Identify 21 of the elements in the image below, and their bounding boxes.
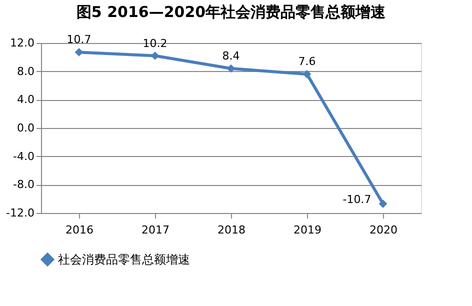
y-tick-label: -4.0 — [13, 150, 34, 163]
x-tick-label: 2018 — [218, 224, 246, 236]
chart-title: 图5 2016—2020年社会消费品零售总额增速 — [76, 3, 387, 22]
data-label: 7.6 — [298, 55, 316, 68]
data-label: 8.4 — [222, 50, 240, 62]
x-tick-label: 2020 — [370, 224, 398, 236]
legend-label: 社会消费品零售总额增速 — [58, 252, 190, 266]
point — [378, 200, 388, 208]
x-tick-label: 2017 — [142, 224, 170, 236]
y-tick-label: 8.0 — [17, 64, 34, 78]
x-tick-label: 2019 — [294, 224, 322, 236]
data-label: -10.7 — [342, 192, 372, 206]
y-tick-label: -12.0 — [6, 206, 34, 220]
point — [302, 70, 312, 78]
data-label: 10.7 — [66, 33, 92, 46]
y-tick-label: 12.0 — [10, 36, 34, 50]
y-tick-label: -8.0 — [13, 178, 34, 192]
y-tick-label: 0.0 — [17, 122, 34, 134]
data-label: 10.2 — [142, 36, 168, 50]
y-tick-label: 4.0 — [17, 93, 34, 106]
x-tick-label: 2016 — [66, 224, 94, 236]
